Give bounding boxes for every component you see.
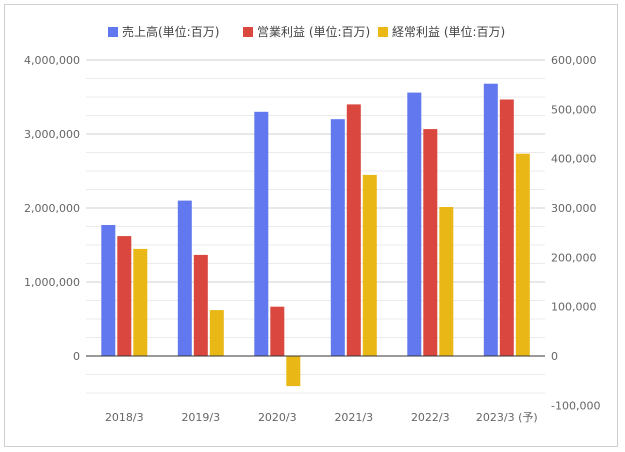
legend-label: 売上高(単位:百万) [122, 24, 219, 39]
x-tick-label: 2022/3 [411, 411, 450, 424]
legend-swatch [108, 27, 118, 37]
left-tick-label: 0 [73, 350, 80, 363]
left-axis-ticks: 0 1,000,000 2,000,000 3,000,000 4,000,000 [24, 54, 80, 363]
gridlines [86, 59, 545, 394]
right-tick-label: 200,000 [551, 251, 597, 264]
legend-label: 経常利益 (単位:百万) [392, 24, 505, 39]
right-tick-label: -100,000 [551, 399, 600, 412]
bar-operating-profit-1 [193, 254, 208, 356]
legend-swatch [243, 27, 253, 37]
left-tick-label: 2,000,000 [24, 202, 80, 215]
bar-sales-5 [483, 83, 498, 356]
right-tick-label: 500,000 [551, 103, 597, 116]
bar-sales-1 [177, 200, 192, 356]
legend-label: 営業利益 (単位:百万) [257, 24, 370, 39]
right-axis-ticks: -100,000 0 100,000 200,000 300,000 400,000 500… [551, 54, 600, 412]
right-tick-label: 100,000 [551, 301, 597, 314]
x-tick-label: 2018/3 [105, 411, 144, 424]
bar-operating-profit-0 [117, 236, 132, 356]
bar-operating-profit-2 [270, 306, 285, 356]
right-tick-label: 0 [551, 350, 558, 363]
bar-operating-profit-3 [346, 104, 361, 357]
left-tick-label: 3,000,000 [24, 128, 80, 141]
left-tick-label: 4,000,000 [24, 54, 80, 67]
bar-sales-2 [254, 111, 269, 356]
bars [101, 83, 530, 387]
right-tick-label: 300,000 [551, 202, 597, 215]
legend-swatch [378, 27, 388, 37]
right-tick-label: 600,000 [551, 54, 597, 67]
bar-ordinary-profit-4 [439, 207, 454, 356]
bar-ordinary-profit-3 [362, 174, 377, 356]
bar-ordinary-profit-5 [515, 153, 530, 356]
x-axis-ticks: 2018/3 2019/3 2020/3 2021/3 2022/3 2023/3 (予) [105, 411, 538, 424]
bar-ordinary-profit-1 [209, 310, 224, 356]
left-tick-label: 1,000,000 [24, 276, 80, 289]
bar-ordinary-profit-2 [286, 356, 301, 387]
right-tick-label: 400,000 [551, 153, 597, 166]
bar-sales-4 [407, 92, 422, 356]
bar-ordinary-profit-0 [133, 248, 148, 356]
bar-sales-3 [330, 119, 345, 356]
bar-sales-0 [101, 225, 116, 356]
x-tick-label: 2021/3 [334, 411, 373, 424]
x-tick-label: 2023/3 (予) [476, 411, 538, 424]
x-tick-label: 2020/3 [258, 411, 297, 424]
bar-operating-profit-4 [423, 129, 438, 356]
x-tick-label: 2019/3 [181, 411, 220, 424]
legend: 売上高(単位:百万) 営業利益 (単位:百万) 経常利益 (単位:百万) [108, 24, 505, 39]
bar-operating-profit-5 [499, 99, 514, 356]
